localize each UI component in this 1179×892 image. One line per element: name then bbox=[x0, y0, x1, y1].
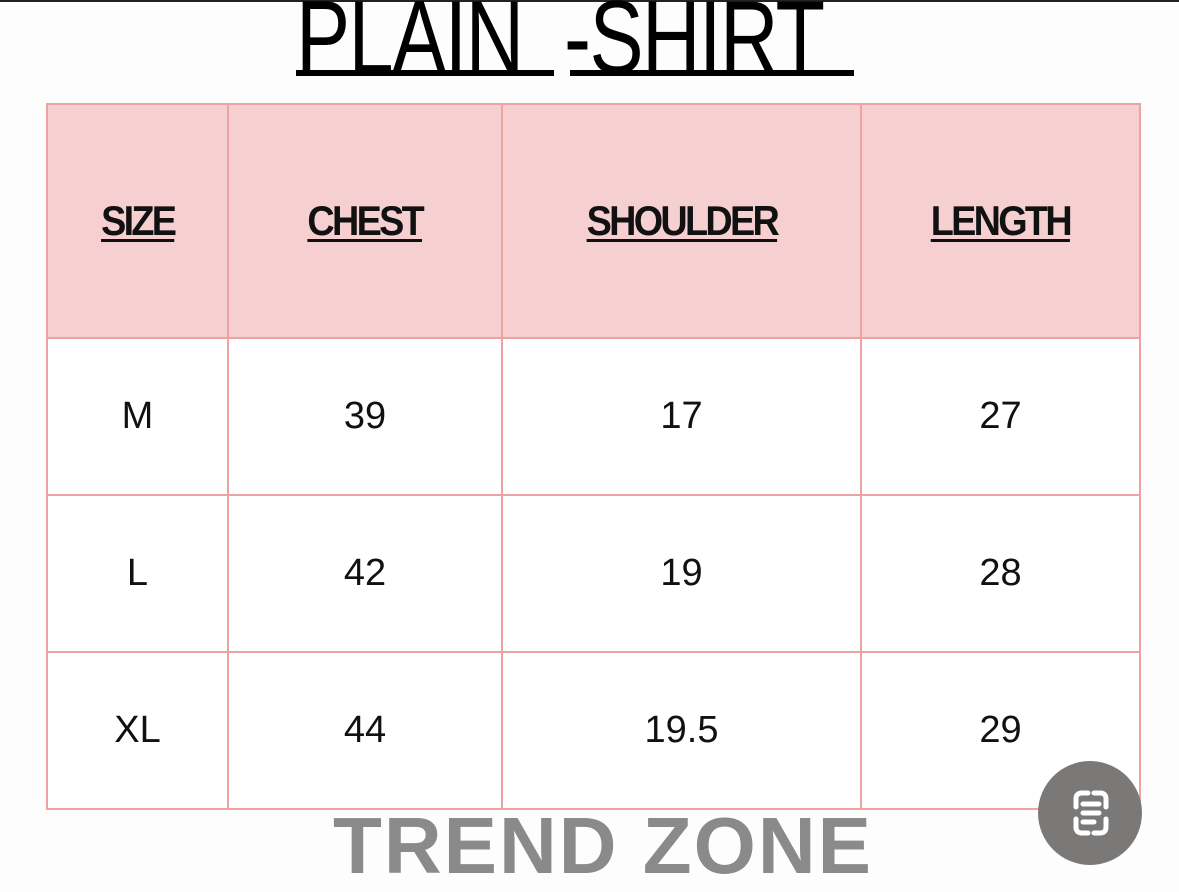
header-cell: SHOULDER bbox=[501, 103, 862, 339]
table-header-row: SIZE CHEST SHOULDER LENGTH bbox=[46, 103, 1141, 339]
text-scan-button[interactable] bbox=[1038, 761, 1142, 865]
brand-name: TREND ZONE bbox=[333, 801, 873, 890]
table-cell: 19 bbox=[501, 494, 862, 653]
title-underline bbox=[570, 70, 854, 76]
title-underline bbox=[296, 70, 554, 76]
table-cell: 17 bbox=[501, 337, 862, 496]
title-part-1: PLAIN bbox=[296, 0, 524, 96]
top-border bbox=[0, 0, 1179, 2]
size-chart-table: SIZE CHEST SHOULDER LENGTH M 39 17 27 L … bbox=[46, 103, 1141, 810]
table-cell: 28 bbox=[860, 494, 1141, 653]
table-cell: 39 bbox=[227, 337, 503, 496]
table-row: M 39 17 27 bbox=[46, 337, 1141, 496]
page-title: PLAIN -SHIRT bbox=[296, 0, 856, 90]
table-row: XL 44 19.5 29 bbox=[46, 651, 1141, 810]
table-cell: 44 bbox=[227, 651, 503, 810]
header-cell: CHEST bbox=[227, 103, 503, 339]
header-cell: LENGTH bbox=[860, 103, 1141, 339]
table-cell: 27 bbox=[860, 337, 1141, 496]
title-part-2: -SHIRT bbox=[564, 0, 825, 96]
table-cell: L bbox=[46, 494, 229, 653]
table-cell: 19.5 bbox=[501, 651, 862, 810]
table-cell: 42 bbox=[227, 494, 503, 653]
table-row: L 42 19 28 bbox=[46, 494, 1141, 653]
text-scan-icon bbox=[1073, 790, 1109, 836]
header-cell: SIZE bbox=[46, 103, 229, 339]
table-cell: M bbox=[46, 337, 229, 496]
table-cell: XL bbox=[46, 651, 229, 810]
